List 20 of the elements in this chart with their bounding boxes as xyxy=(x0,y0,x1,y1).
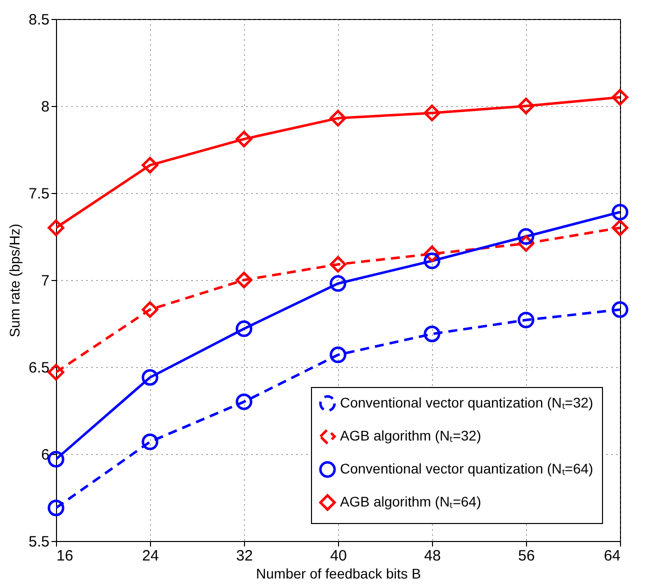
x-tick-label: 16 xyxy=(56,548,74,564)
x-tick-label: 24 xyxy=(142,548,159,564)
legend-label: AGB algorithm (Nₜ=32) xyxy=(340,428,482,444)
legend-label: AGB algorithm (Nₜ=64) xyxy=(340,494,482,510)
x-axis-title: Number of feedback bits B xyxy=(256,566,421,582)
y-axis-title: Sum rate (bps/Hz) xyxy=(6,224,23,338)
y-tick-label: 7.5 xyxy=(28,186,50,202)
y-tick-label: 8 xyxy=(41,98,50,116)
y-tick-label: 6.5 xyxy=(28,360,50,376)
x-tick-label: 32 xyxy=(236,548,253,564)
legend-label: Conventional vector quantization (Nₜ=32) xyxy=(340,394,594,410)
x-tick-label: 56 xyxy=(518,548,535,564)
y-tick-label: 5.5 xyxy=(28,534,50,550)
x-tick-label: 64 xyxy=(604,548,620,564)
x-tick-label: 48 xyxy=(424,548,441,564)
y-tick-label: 6 xyxy=(41,446,50,464)
y-tick-label: 8.5 xyxy=(28,12,50,28)
x-tick-label: 40 xyxy=(330,548,347,564)
y-tick-label: 7 xyxy=(41,272,50,290)
legend-label: Conventional vector quantization (Nₜ=64) xyxy=(340,460,594,476)
